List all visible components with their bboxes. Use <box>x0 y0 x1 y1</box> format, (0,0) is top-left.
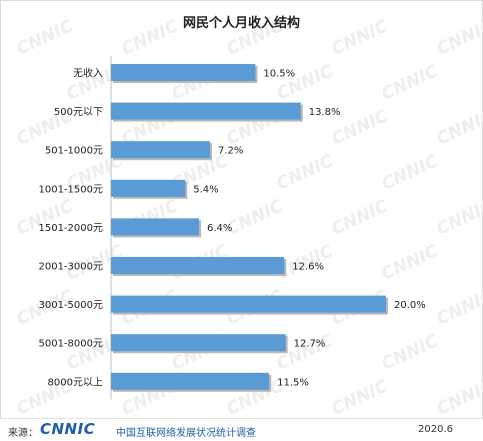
bar-5 <box>111 257 285 274</box>
source-label: 来源： <box>8 428 38 439</box>
footer: 来源： CNNIC 中国互联网络发展状况统计调查 2020.6 <box>0 418 483 441</box>
value-label-3: 5.4% <box>193 184 218 195</box>
bar-7 <box>111 334 286 352</box>
bar-2 <box>111 141 210 159</box>
bar-1 <box>111 102 301 120</box>
value-label-5: 12.6% <box>292 262 324 273</box>
source-date: 2020.6 <box>418 424 453 435</box>
chart-title: 网民个人月收入结构 <box>182 16 300 31</box>
category-label-6: 3001-5000元 <box>38 300 103 311</box>
value-label-7: 12.7% <box>294 339 326 350</box>
bar-0 <box>111 64 256 81</box>
value-label-4: 6.4% <box>207 223 232 234</box>
bar-4 <box>111 218 199 236</box>
bar-chart: 无收入 10.5% 500元以下 13.8% 501-1000元 7.2% 1001-150… <box>38 56 426 400</box>
value-label-8: 11.5% <box>277 377 309 388</box>
category-label-1: 500元以下 <box>54 107 103 118</box>
category-label-8: 8000元以上 <box>48 376 103 388</box>
value-label-2: 7.2% <box>218 146 243 157</box>
category-label-3: 1001-1500元 <box>38 184 103 195</box>
cnnic-logo: CNNIC <box>40 420 96 438</box>
category-label-0: 无收入 <box>73 67 103 80</box>
value-label-1: 13.8% <box>309 107 341 118</box>
value-label-6: 20.0% <box>394 300 426 311</box>
bar-8 <box>111 372 270 390</box>
category-label-2: 501-1000元 <box>45 146 103 157</box>
bar-3 <box>111 179 186 197</box>
category-label-7: 5001-8000元 <box>38 339 103 350</box>
category-label-4: 1501-2000元 <box>38 223 103 234</box>
category-label-5: 2001-3000元 <box>38 262 103 273</box>
bar-6 <box>111 295 386 313</box>
value-label-0: 10.5% <box>263 69 295 80</box>
source-organization: 中国互联网络发展状况统计调查 <box>116 428 256 439</box>
